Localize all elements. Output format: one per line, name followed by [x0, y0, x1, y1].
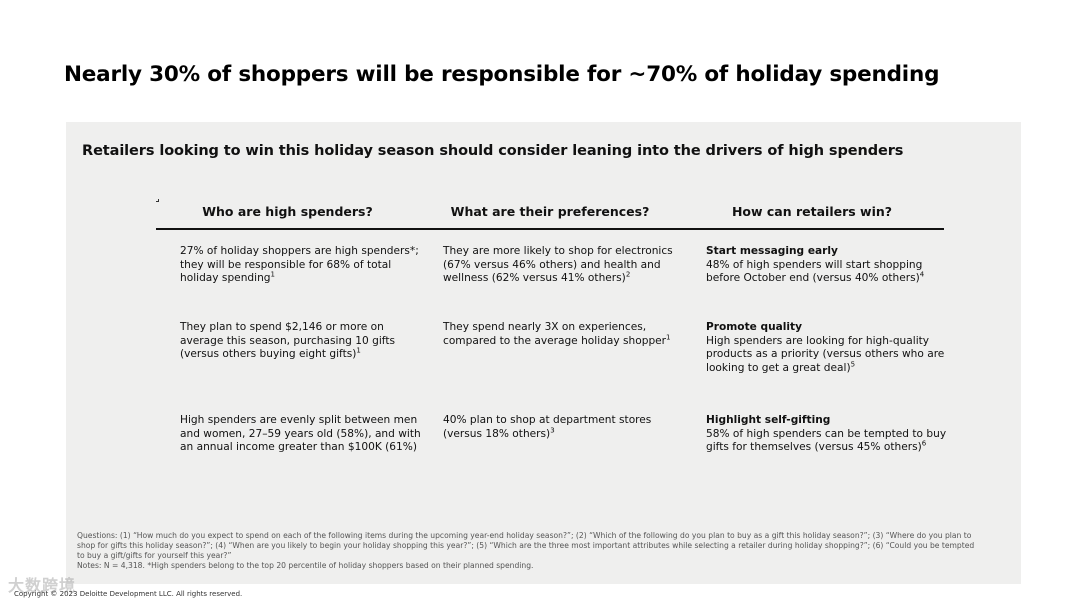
panel-subtitle: Retailers looking to win this holiday se… [82, 143, 904, 159]
column-header-win: How can retailers win? [731, 204, 893, 219]
cell-text: They are more likely to shop for electro… [443, 245, 673, 285]
cell-text: 40% plan to shop at department stores (v… [443, 414, 652, 440]
footnote-ref: 2 [625, 270, 631, 279]
cell-text: High spenders are looking for high-quali… [706, 334, 945, 374]
column-header-preferences: What are their preferences? [450, 204, 650, 219]
table-cell-who-1: 27% of holiday shoppers are high spender… [180, 245, 430, 286]
table-cell-win-1: Start messaging early 48% of high spende… [706, 245, 956, 286]
footnote-ref: 3 [550, 426, 555, 435]
table-cell-win-3: Highlight self-gifting 58% of high spend… [706, 414, 956, 455]
table-cell-prefs-1: They are more likely to shop for electro… [443, 245, 693, 286]
cell-lead: Highlight self-gifting [706, 414, 831, 426]
cell-text: 48% of high spenders will start shopping… [706, 258, 923, 285]
footnote-ref: 5 [850, 360, 856, 369]
table-cell-win-2: Promote quality High spenders are lookin… [706, 321, 956, 375]
table-cell-who-2: They plan to spend $2,146 or more on ave… [180, 321, 430, 362]
cell-lead: Promote quality [706, 321, 803, 333]
footnote-ref: 1 [356, 346, 361, 355]
footnote-ref: 1 [666, 333, 671, 342]
table-cell-prefs-3: 40% plan to shop at department stores (v… [443, 414, 693, 441]
notes-sample: Notes: N = 4,318. *High spenders belong … [77, 561, 534, 570]
table-cell-who-3: High spenders are evenly split between m… [180, 414, 430, 455]
table-cell-prefs-2: They spend nearly 3X on experiences, com… [443, 321, 693, 348]
copyright-text: Copyright © 2023 Deloitte Development LL… [14, 590, 243, 598]
corner-tick-mark [156, 199, 159, 202]
footnote-ref: 1 [270, 270, 275, 279]
footnote-ref: 4 [919, 270, 925, 279]
cell-text: 27% of holiday shoppers are high spender… [180, 245, 419, 285]
cell-text: They plan to spend $2,146 or more on ave… [180, 321, 396, 361]
notes-questions: Questions: (1) “How much do you expect t… [77, 531, 975, 560]
content-panel [66, 122, 1021, 584]
cell-lead: Start messaging early [706, 245, 838, 257]
slide-title: Nearly 30% of shoppers will be responsib… [64, 62, 940, 87]
cell-text: They spend nearly 3X on experiences, com… [443, 321, 667, 347]
watermark-logo: 大数跨境 [8, 576, 77, 595]
column-header-who: Who are high spenders? [202, 204, 373, 219]
cell-text: High spenders are evenly split between m… [180, 414, 421, 454]
cell-text: 58% of high spenders can be tempted to b… [706, 427, 947, 454]
footnote-ref: 6 [921, 439, 927, 448]
survey-notes: Questions: (1) “How much do you expect t… [77, 531, 977, 571]
header-divider [156, 228, 944, 230]
